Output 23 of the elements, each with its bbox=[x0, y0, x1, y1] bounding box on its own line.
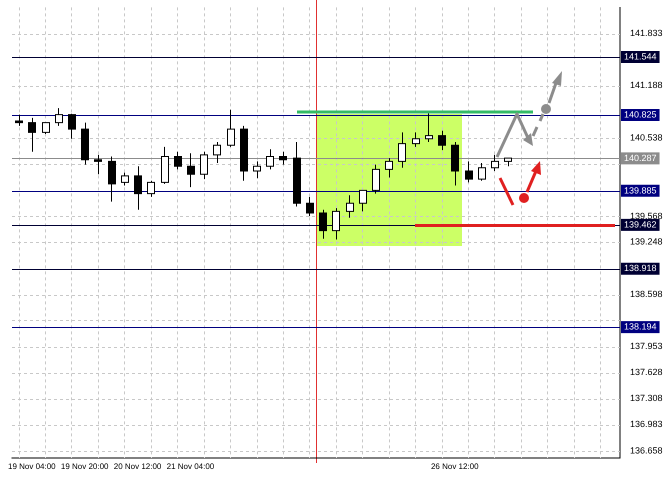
y-tick-label: 139.568 bbox=[630, 210, 663, 221]
ref-line-label: 141.544 bbox=[624, 52, 657, 62]
y-tick-label: 140.538 bbox=[630, 132, 663, 143]
y-tick-label: 141.188 bbox=[630, 80, 663, 90]
y-tick-label: 137.308 bbox=[630, 392, 663, 403]
x-tick-label: 19 Nov 20:00 bbox=[60, 462, 110, 472]
y-tick-label: 137.628 bbox=[630, 367, 663, 378]
ref-line-label: 138.194 bbox=[624, 322, 657, 332]
y-tick-label: 141.833 bbox=[630, 28, 663, 38]
y-tick-label: 139.248 bbox=[630, 236, 663, 247]
x-tick-label: 26 Nov 12:00 bbox=[430, 462, 480, 472]
ref-line-label: 138.918 bbox=[624, 263, 657, 274]
y-tick-label: 138.598 bbox=[630, 289, 663, 300]
y-tick-label: 136.983 bbox=[630, 419, 663, 430]
x-tick-label: 19 Nov 04:00 bbox=[8, 462, 56, 472]
x-tick-label: 21 Nov 04:00 bbox=[166, 462, 215, 472]
ref-line-label: 140.287 bbox=[624, 152, 657, 163]
ref-line-label: 139.462 bbox=[624, 219, 657, 230]
y-tick-label: 137.953 bbox=[630, 341, 663, 352]
ref-line-label: 140.825 bbox=[624, 109, 657, 120]
ref-line-label: 139.885 bbox=[624, 185, 657, 196]
x-tick-label: 20 Nov 12:00 bbox=[114, 462, 162, 472]
y-tick-label: 136.658 bbox=[630, 445, 663, 456]
